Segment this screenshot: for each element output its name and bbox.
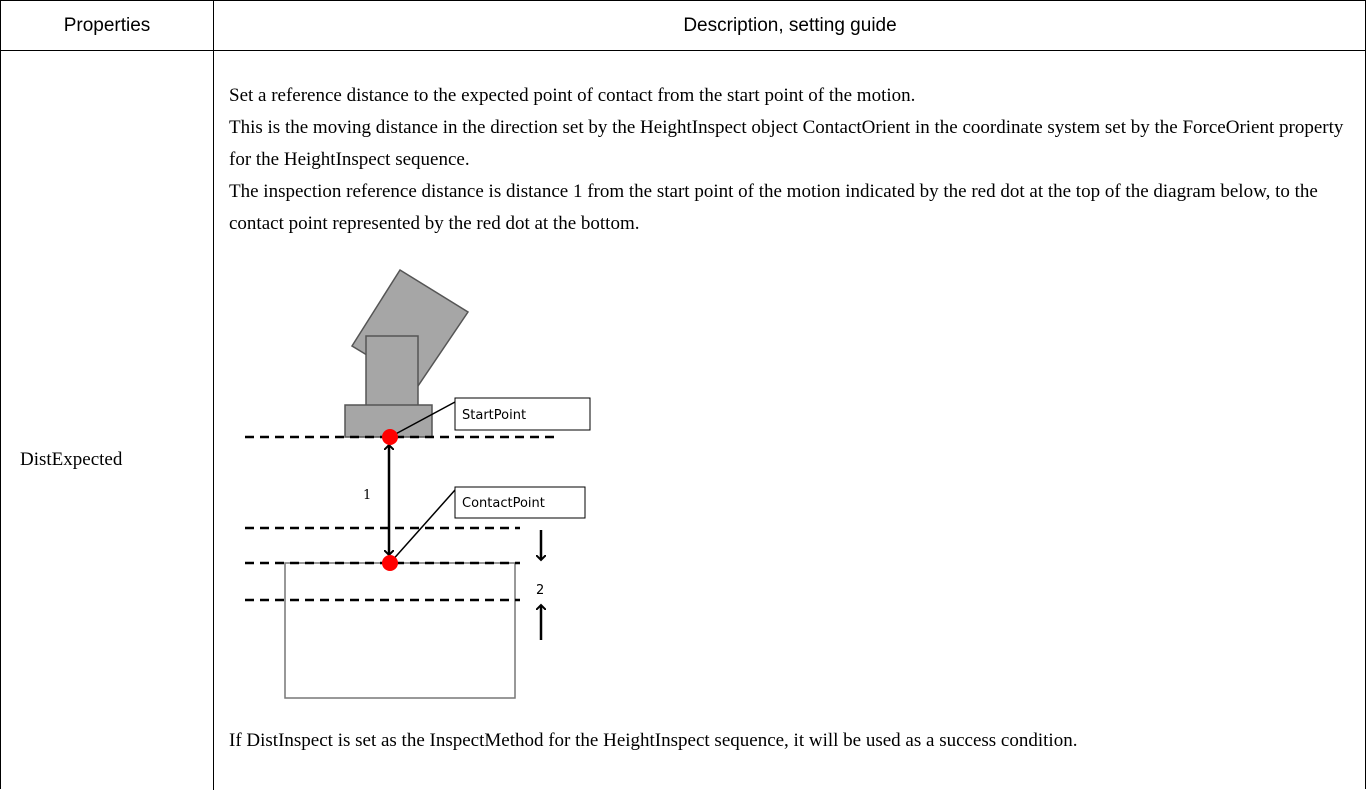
- note: If DistInspect is set as the InspectMeth…: [229, 730, 1078, 751]
- property-name: DistExpected: [20, 449, 123, 470]
- start-dot: [382, 429, 398, 445]
- contact-dot: [382, 555, 398, 571]
- label-box: [454, 486, 586, 519]
- description: Set a reference distance to the expected…: [229, 80, 1349, 240]
- distance-label: 2: [536, 583, 544, 598]
- paragraph: The inspection reference distance is dis…: [229, 181, 1318, 234]
- paragraph: This is the moving distance in the direc…: [229, 117, 1344, 170]
- start-label: StartPoint: [462, 408, 526, 423]
- paragraph: Set a reference distance to the expected…: [229, 85, 916, 106]
- contact-label: ContactPoint: [462, 496, 545, 511]
- column-header: Properties: [1, 1, 214, 51]
- workpiece: [284, 562, 516, 699]
- robot: [344, 268, 470, 438]
- column-divider: [213, 50, 214, 790]
- label-box: [454, 397, 591, 431]
- leader-line: [389, 489, 456, 564]
- distance-label: 1: [363, 488, 371, 503]
- column-header: Description, setting guide: [214, 1, 1366, 51]
- leader-line: [389, 401, 456, 438]
